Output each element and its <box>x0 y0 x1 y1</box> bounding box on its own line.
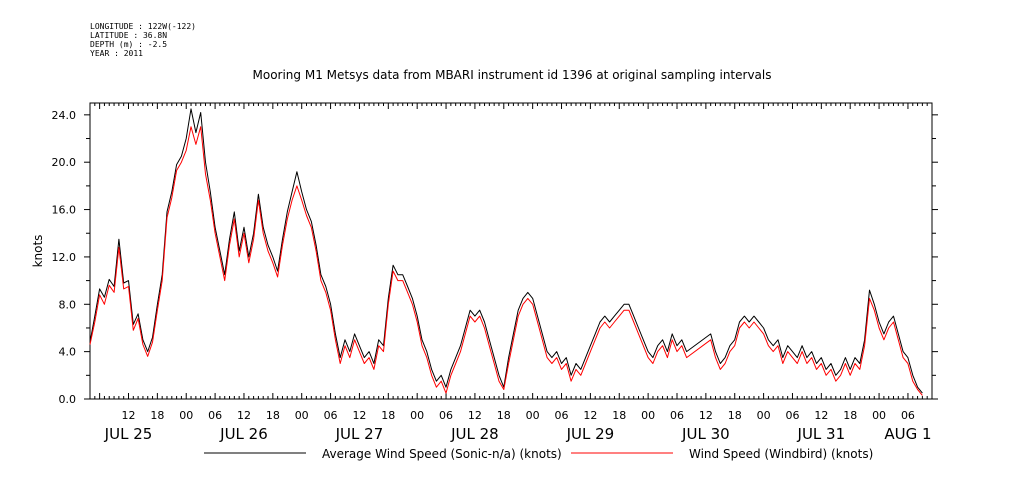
x-hour-label: 06 <box>208 409 222 422</box>
x-hour-label: 12 <box>699 409 713 422</box>
series-line-windbird <box>89 126 923 396</box>
x-hour-label: 18 <box>728 409 742 422</box>
meta-longitude: LONGITUDE : 122W(-122) <box>90 22 196 31</box>
y-tick-label: 4.0 <box>59 346 77 359</box>
x-hour-label: 06 <box>901 409 915 422</box>
legend-label-windbird: Wind Speed (Windbird) (knots) <box>689 447 873 461</box>
x-hour-label: 18 <box>266 409 280 422</box>
x-hour-label: 18 <box>843 409 857 422</box>
x-hour-label: 12 <box>814 409 828 422</box>
y-tick-label: 24.0 <box>52 109 77 122</box>
x-hour-label: 18 <box>381 409 395 422</box>
plot-frame <box>89 102 933 400</box>
x-hour-label: 00 <box>641 409 655 422</box>
x-day-label: JUL 27 <box>335 425 384 443</box>
meta-latitude: LATITUDE : 36.8N <box>90 31 167 40</box>
y-tick-label: 12.0 <box>52 251 77 264</box>
x-hour-label: 06 <box>324 409 338 422</box>
x-day-label: JUL 25 <box>104 425 153 443</box>
y-tick-label: 8.0 <box>59 298 77 311</box>
x-hour-label: 18 <box>150 409 164 422</box>
axis-ticks <box>84 103 938 400</box>
x-hour-label: 06 <box>555 409 569 422</box>
x-day-label: JUL 26 <box>219 425 268 443</box>
series-line-sonic <box>89 108 923 394</box>
meta-depth: DEPTH (m) : -2.5 <box>90 40 167 49</box>
x-hour-label: 00 <box>872 409 886 422</box>
x-hour-label: 12 <box>121 409 135 422</box>
x-day-label: JUL 31 <box>797 425 846 443</box>
x-day-label: JUL 29 <box>566 425 615 443</box>
y-tick-label: 16.0 <box>52 204 77 217</box>
x-hour-label: 12 <box>583 409 597 422</box>
x-day-label: JUL 28 <box>450 425 499 443</box>
meta-year: YEAR : 2011 <box>90 49 143 58</box>
x-hour-label: 00 <box>526 409 540 422</box>
x-hour-label: 06 <box>439 409 453 422</box>
x-hour-label: 06 <box>670 409 684 422</box>
x-hour-label: 18 <box>497 409 511 422</box>
station-metadata: LONGITUDE : 122W(-122) LATITUDE : 36.8N … <box>90 22 196 58</box>
y-tick-labels: 0.0 4.0 8.0 12.0 16.0 20.0 24.0 <box>52 109 77 406</box>
x-day-label: JUL 30 <box>681 425 730 443</box>
legend: Average Wind Speed (Sonic-n/a) (knots) W… <box>204 447 873 461</box>
chart-title: Mooring M1 Metsys data from MBARI instru… <box>253 68 772 82</box>
series-lines <box>89 108 923 396</box>
x-hour-label: 06 <box>785 409 799 422</box>
x-hour-label: 00 <box>410 409 424 422</box>
x-hour-label: 12 <box>237 409 251 422</box>
x-tick-labels: 12 18 00 06 12 18 00 06 12 18 00 06 12 18 00 06 12 18 00 06… <box>104 409 932 443</box>
x-day-label: AUG 1 <box>884 425 931 443</box>
x-hour-label: 00 <box>757 409 771 422</box>
x-hour-label: 00 <box>295 409 309 422</box>
x-hour-label: 12 <box>468 409 482 422</box>
y-axis-label: knots <box>31 235 45 268</box>
x-hour-label: 18 <box>612 409 626 422</box>
x-hour-label: 00 <box>179 409 193 422</box>
y-tick-label: 0.0 <box>59 393 77 406</box>
y-tick-label: 20.0 <box>52 156 77 169</box>
legend-label-sonic: Average Wind Speed (Sonic-n/a) (knots) <box>322 447 562 461</box>
x-hour-label: 12 <box>352 409 366 422</box>
